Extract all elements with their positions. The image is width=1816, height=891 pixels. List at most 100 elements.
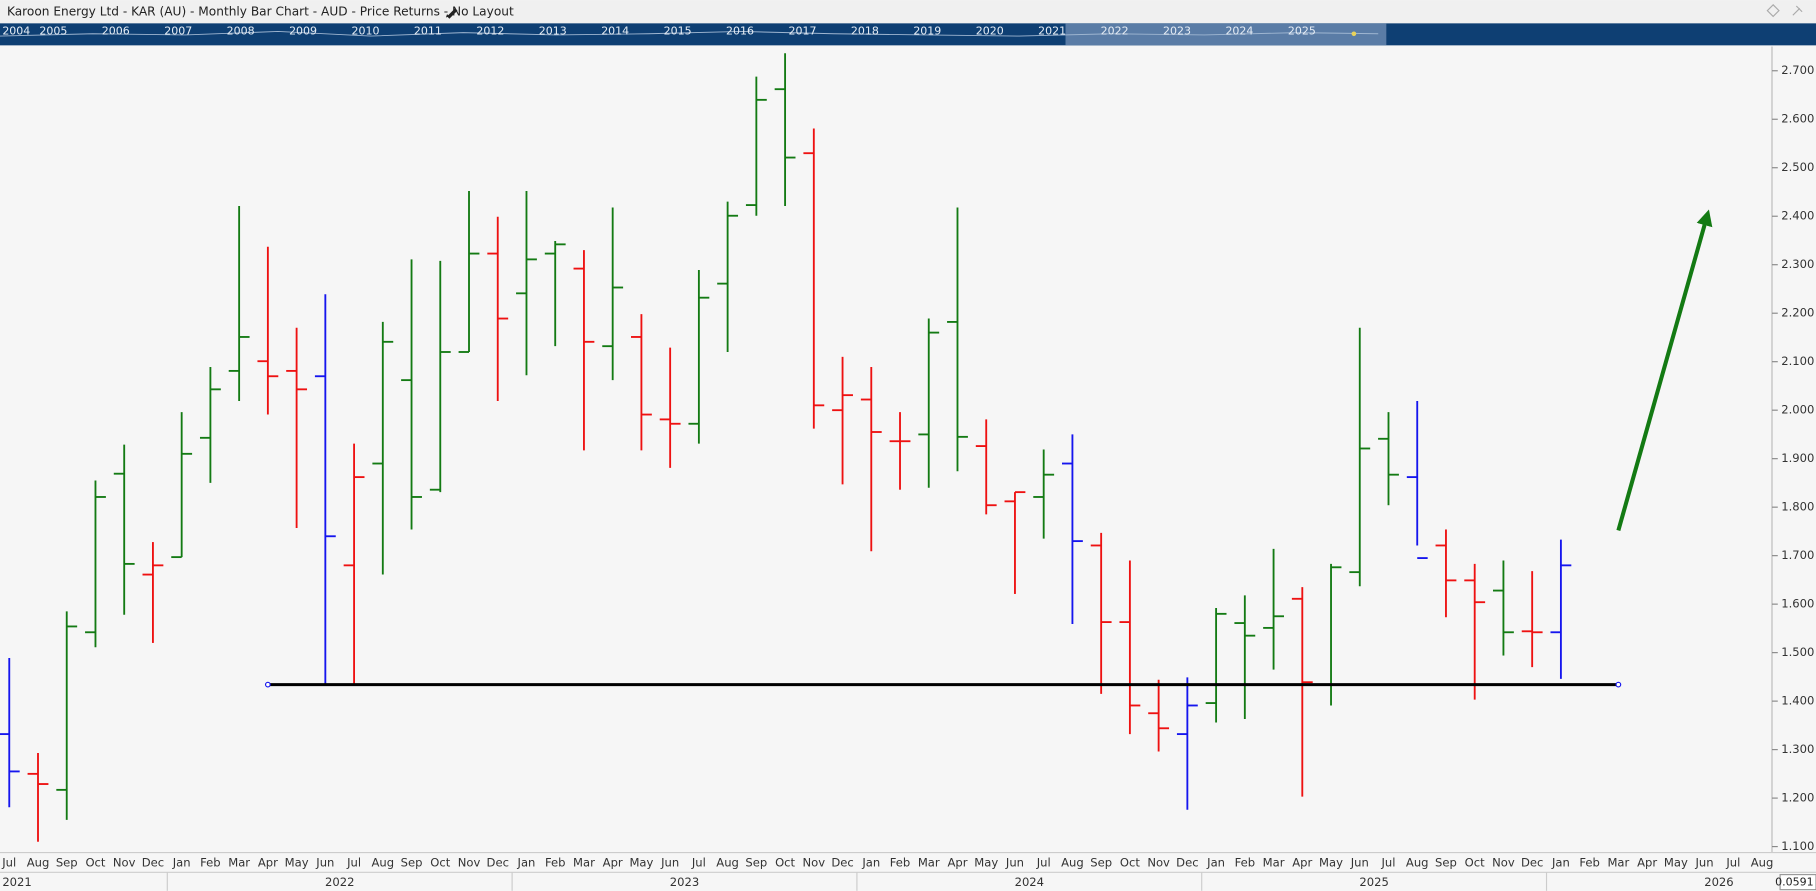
navigator-year: 2014 — [601, 24, 629, 37]
y-tick-label: 2.600 — [1781, 112, 1814, 126]
y-tick-label: 2.000 — [1781, 403, 1814, 417]
x-tick-label: Dec — [1521, 856, 1543, 870]
navigator-year: 2017 — [788, 24, 816, 37]
x-tick-label: Mar — [1607, 856, 1629, 870]
year-label: 2023 — [670, 875, 699, 889]
navigator-year: 2007 — [164, 24, 192, 37]
navigator-year: 2018 — [851, 24, 879, 37]
x-tick-label: Feb — [200, 856, 221, 870]
y-tick-label: 2.500 — [1781, 160, 1814, 174]
x-tick-label: Nov — [458, 856, 481, 870]
readout-box — [1779, 874, 1816, 891]
navigator-year: 2025 — [1288, 24, 1316, 37]
x-tick-label: Dec — [142, 856, 164, 870]
x-tick-label: Nov — [1147, 856, 1170, 870]
y-tick-label: 1.500 — [1781, 645, 1814, 659]
x-tick-label: Apr — [258, 856, 278, 870]
readout: 0.0591 — [1775, 876, 1814, 889]
x-tick-label: Jul — [1036, 856, 1051, 870]
x-tick-label: Jun — [1005, 856, 1024, 870]
line-handle — [264, 681, 271, 688]
x-tick-label: Mar — [228, 856, 250, 870]
x-tick-label: May — [1319, 856, 1343, 870]
y-tick-label: 1.900 — [1781, 451, 1814, 465]
x-tick-label: Sep — [1435, 856, 1457, 870]
edit-icon[interactable] — [445, 8, 458, 19]
line-handle — [1615, 681, 1622, 688]
x-tick-label: Jul — [1725, 856, 1740, 870]
chart-layer: 2004 2005 2006 2007 2008 2009 2010 2011 2012 2013… — [0, 24, 1814, 891]
y-tick-label: 2.700 — [1781, 63, 1814, 77]
x-tick-label: Apr — [1292, 856, 1312, 870]
navigator-year: 2022 — [1101, 24, 1129, 37]
navigator-year: 2006 — [102, 24, 130, 37]
x-tick-label: Jan — [1206, 856, 1225, 870]
year-label: 2021 — [2, 875, 31, 889]
x-tick-label: Sep — [1090, 856, 1112, 870]
navigator-year: 2024 — [1225, 24, 1253, 37]
pin-icon[interactable] — [1792, 5, 1803, 16]
navigator-year: 2011 — [414, 24, 442, 37]
x-tick-label: Sep — [56, 856, 78, 870]
x-tick-label: Sep — [745, 856, 767, 870]
x-tick-label: Oct — [85, 856, 105, 870]
navigator-year: 2009 — [289, 24, 317, 37]
navigator[interactable] — [0, 23, 1387, 46]
year-label: 2022 — [325, 875, 354, 889]
year-label: 2024 — [1015, 875, 1044, 889]
x-tick-label: Mar — [1263, 856, 1285, 870]
x-tick-label: Mar — [918, 856, 940, 870]
x-tick-label: Jul — [1381, 856, 1396, 870]
x-tick-label: Feb — [545, 856, 566, 870]
x-tick-label: Oct — [775, 856, 795, 870]
x-tick-label: Nov — [1492, 856, 1515, 870]
y-tick-label: 2.400 — [1781, 209, 1814, 223]
y-tick-label: 1.200 — [1781, 791, 1814, 805]
x-tick-label: Aug — [1751, 856, 1774, 870]
x-tick-label: May — [1664, 856, 1688, 870]
x-tick-label: Sep — [401, 856, 423, 870]
navigator-line — [0, 30, 1379, 37]
navigator-year: 2008 — [227, 24, 255, 37]
chart-title: Karoon Energy Ltd - KAR (AU) - Monthly B… — [7, 4, 514, 18]
x-tick-label: Jun — [315, 856, 334, 870]
trend-arrow[interactable] — [1616, 209, 1713, 531]
navigator-year: 2005 — [39, 24, 67, 37]
y-tick-label: 1.100 — [1781, 839, 1814, 853]
x-tick-label: Oct — [1120, 856, 1140, 870]
y-tick-label: 2.100 — [1781, 354, 1814, 368]
x-tick-label: May — [285, 856, 309, 870]
navigator-dot — [1351, 31, 1357, 37]
x-tick-label: Aug — [1061, 856, 1084, 870]
year-label: 2025 — [1359, 875, 1388, 889]
navigator-year: 2004 — [2, 24, 30, 37]
x-tick-label: Jul — [346, 856, 361, 870]
x-tick-label: Nov — [113, 856, 136, 870]
x-tick-label: Dec — [831, 856, 853, 870]
x-tick-label: Dec — [487, 856, 509, 870]
x-tick-label: Jun — [1695, 856, 1714, 870]
x-tick-label: Nov — [803, 856, 826, 870]
x-tick-label: Apr — [947, 856, 967, 870]
x-tick-label: Aug — [27, 856, 50, 870]
navigator-year: 2015 — [664, 24, 692, 37]
plot-area — [0, 46, 1772, 852]
diamond-icon[interactable] — [1766, 3, 1780, 18]
navigator-year: 2019 — [913, 24, 941, 37]
x-tick-label: Oct — [1465, 856, 1485, 870]
x-tick-label: Aug — [716, 856, 739, 870]
x-tick-label: Aug — [372, 856, 395, 870]
x-tick-label: Jan — [861, 856, 880, 870]
y-tick-label: 1.300 — [1781, 742, 1814, 756]
x-tick-label: Feb — [890, 856, 911, 870]
navigator-year: 2012 — [476, 24, 504, 37]
y-tick-label: 2.300 — [1781, 257, 1814, 271]
navigator-year: 2020 — [976, 24, 1004, 37]
x-tick-label: Dec — [1176, 856, 1198, 870]
x-tick-label: Jun — [1350, 856, 1369, 870]
x-tick-label: Jul — [691, 856, 706, 870]
x-tick-label: May — [629, 856, 653, 870]
navigator-year: 2023 — [1163, 24, 1191, 37]
x-tick-label: May — [974, 856, 998, 870]
